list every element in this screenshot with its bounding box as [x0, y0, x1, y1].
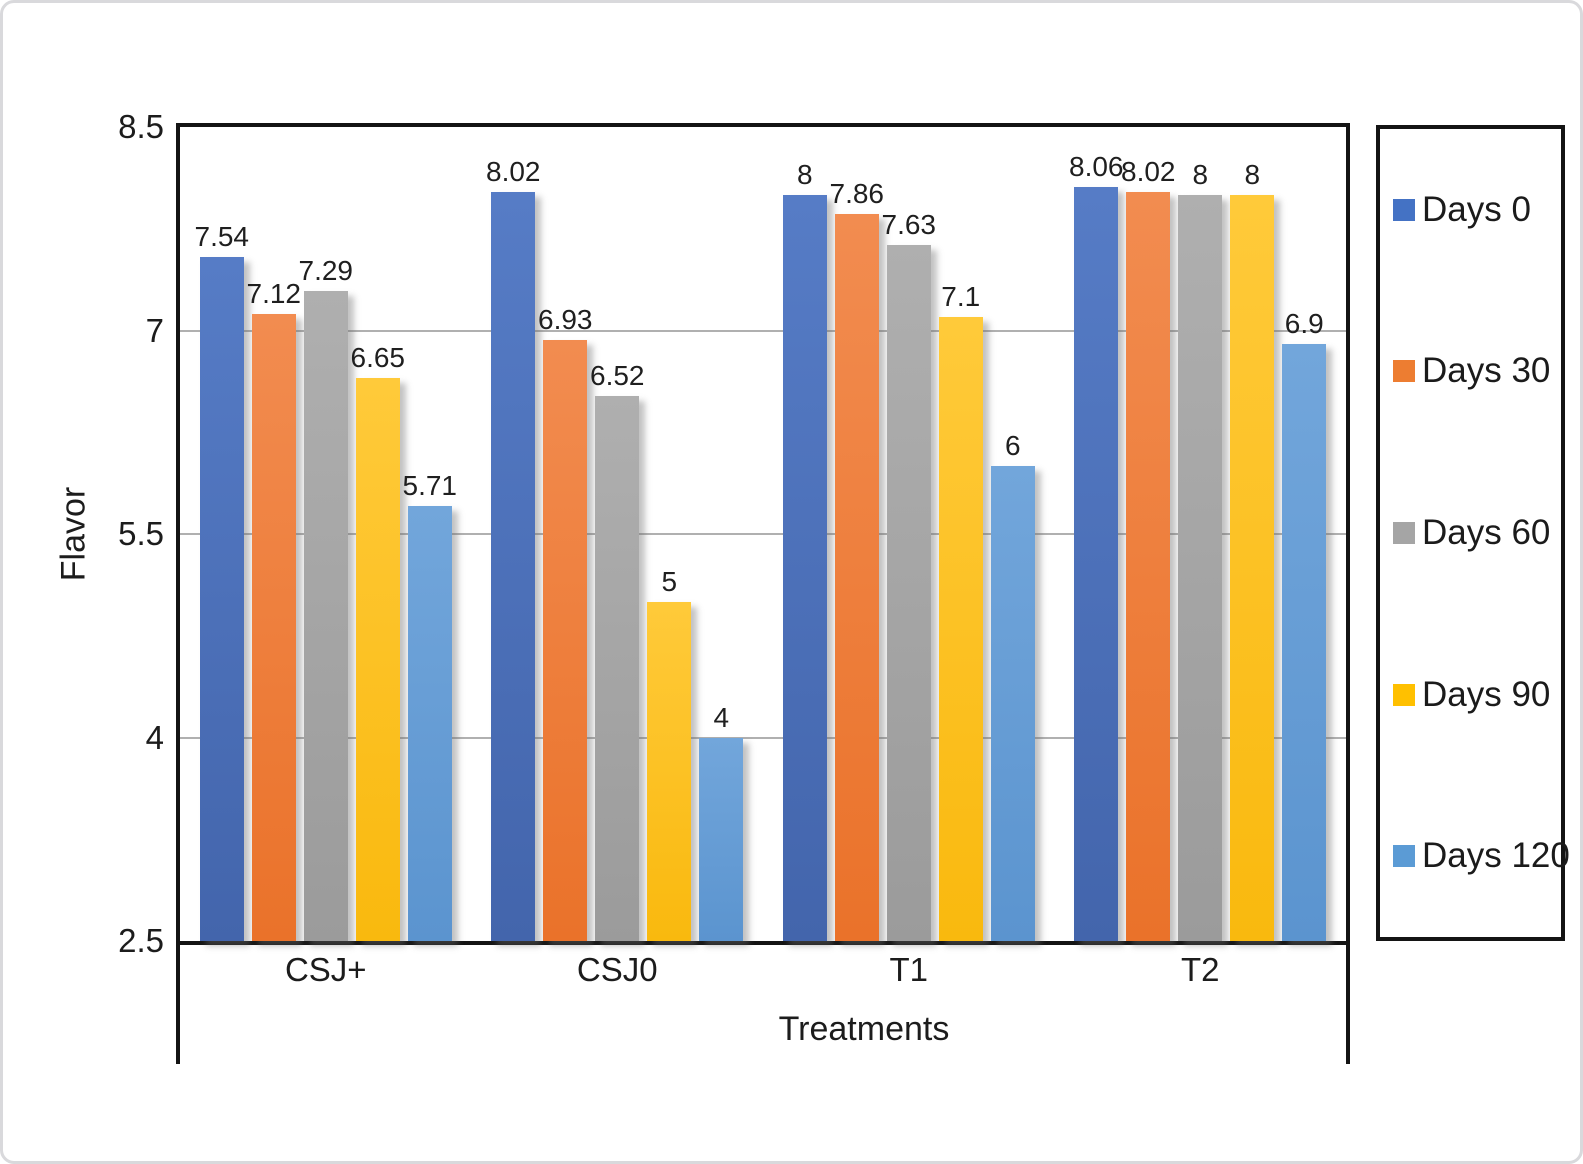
bar-group-CSJ0: 8.02 6.93 6.52 5 4 — [486, 157, 744, 941]
bar-value-label: 6.65 — [350, 342, 406, 374]
bar-days-0-T2: 8.06 — [1069, 151, 1124, 941]
x-axis-title: Treatments — [778, 1010, 950, 1048]
legend-swatch-icon — [1393, 521, 1415, 544]
x-category-label-T2: T2 — [1180, 951, 1220, 988]
legend-item-days-120: Days 120 — [1393, 836, 1570, 876]
bar-value-label: 7.54 — [194, 221, 250, 253]
x-axis-line — [176, 941, 1350, 945]
legend-item-days-0: Days 0 — [1393, 190, 1561, 230]
bar-days-60-CSJ0: 6.52 — [590, 360, 645, 941]
bar-value-label: 6 — [1004, 430, 1021, 462]
legend-swatch-icon — [1393, 360, 1415, 383]
bar-days-0-CSJ+: 7.54 — [195, 222, 249, 941]
bar-days-30-CSJ+: 7.12 — [247, 279, 301, 941]
legend-item-days-90: Days 90 — [1393, 675, 1561, 715]
bar-value-label: 5 — [661, 566, 678, 598]
bar-value-label: 8 — [1244, 159, 1261, 191]
bar-days-60-T2: 8 — [1178, 159, 1223, 941]
legend-swatch-icon — [1393, 683, 1415, 706]
gridline-5.5 — [180, 533, 1346, 535]
legend-label: Days 120 — [1422, 836, 1570, 876]
y-tick-label-5.5: 5.5 — [118, 515, 164, 552]
bar-value-label: 8.02 — [486, 156, 541, 188]
bar-group-T1: 8 7.86 7.63 7.1 6 — [782, 159, 1035, 941]
bar-days-120-CSJ0: 4 — [699, 702, 744, 941]
gridline-7 — [180, 329, 1346, 332]
legend-label: Days 30 — [1422, 351, 1551, 391]
bar-value-label: 8 — [1192, 159, 1209, 191]
legend-label: Days 60 — [1422, 512, 1551, 552]
legend-swatch-icon — [1393, 845, 1415, 868]
plot-area-frame — [176, 123, 1350, 1064]
bar-value-label: 7.12 — [246, 278, 302, 310]
bar-days-30-T1: 7.86 — [830, 178, 884, 941]
bar-group-T2: 8.06 8.02 8 8 6.9 — [1069, 151, 1327, 941]
bar-value-label: 7.63 — [881, 209, 937, 241]
legend-label: Days 0 — [1422, 189, 1531, 229]
bar-value-label: 6.93 — [538, 304, 593, 336]
y-tick-label-8.5: 8.5 — [118, 108, 164, 145]
bar-days-60-CSJ+: 7.29 — [299, 256, 353, 941]
bar-value-label: 7.1 — [941, 281, 981, 313]
bar-days-0-CSJ0: 8.02 — [486, 157, 541, 941]
bar-days-120-T2: 6.9 — [1282, 308, 1327, 941]
y-tick-label-2.5: 2.5 — [118, 922, 164, 959]
bar-value-label: 6.9 — [1284, 308, 1324, 340]
bar-days-90-CSJ+: 6.65 — [351, 342, 405, 941]
legend-item-days-60: Days 60 — [1393, 513, 1561, 553]
bar-days-90-T2: 8 — [1230, 159, 1275, 941]
bar-days-90-CSJ0: 5 — [647, 566, 692, 941]
bar-days-30-T2: 8.02 — [1121, 157, 1176, 941]
bar-value-label: 8.06 — [1069, 150, 1124, 182]
legend-item-days-30: Days 30 — [1393, 351, 1561, 391]
bar-value-label: 8.02 — [1121, 156, 1176, 188]
x-category-label-CSJ+: CSJ+ — [284, 951, 367, 988]
x-category-label-T1: T1 — [889, 951, 928, 988]
bar-group-CSJ+: 7.54 7.12 7.29 6.65 5.71 — [195, 222, 457, 941]
y-tick-label-4: 4 — [145, 718, 164, 756]
bar-days-120-T1: 6 — [990, 431, 1035, 941]
bar-value-label: 7.86 — [829, 178, 885, 210]
x-category-label-CSJ0: CSJ0 — [576, 951, 658, 988]
gridline-4 — [180, 736, 1346, 739]
bar-days-60-T1: 7.63 — [882, 209, 936, 941]
plot-area: 7.54 7.12 7.29 6.65 5.71 8.02 6.93 6.52 5 4 8 7.86 7… — [180, 127, 1346, 941]
bar-value-label: 6.52 — [590, 359, 645, 391]
bar-days-90-T1: 7.1 — [938, 281, 983, 941]
bar-value-label: 5.71 — [402, 469, 458, 501]
bar-value-label: 4 — [713, 701, 730, 733]
bar-days-120-CSJ+: 5.71 — [403, 470, 457, 941]
bar-days-30-CSJ0: 6.93 — [538, 304, 593, 941]
legend: Days 0 Days 30 Days 60 Days 90 Days 120 — [1376, 125, 1570, 941]
y-tick-label-7: 7 — [145, 311, 164, 349]
bar-value-label: 7.29 — [298, 255, 354, 287]
bar-days-0-T1: 8 — [782, 159, 827, 941]
bar-value-label: 8 — [796, 159, 813, 191]
legend-label: Days 90 — [1422, 674, 1551, 714]
legend-swatch-icon — [1393, 198, 1415, 221]
